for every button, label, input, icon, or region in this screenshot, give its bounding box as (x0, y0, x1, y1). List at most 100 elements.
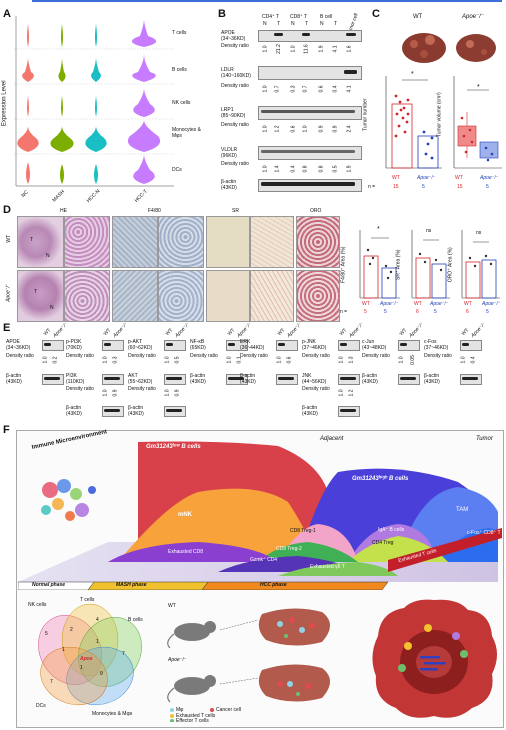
e-density-label: Density ratio (362, 353, 390, 359)
violin-plot (14, 16, 174, 187)
b-vldlr-r3: 0.8 (302, 165, 309, 173)
c-n-ko2: 5 (486, 184, 489, 190)
micro-he-ko-low (17, 270, 64, 322)
band (104, 409, 120, 412)
b-sub-5: T (334, 21, 338, 27)
e-density-label: Density ratio (302, 353, 330, 359)
e-ratio: 1.0 (226, 356, 233, 364)
f-adjacent: Adjacent (320, 436, 344, 442)
f-legend-0: Mφ (176, 707, 184, 713)
b-apoe-r0: 1.0 (262, 45, 269, 53)
e-density-label: Density ratio (6, 353, 34, 359)
venn-n1: 2 (70, 627, 73, 633)
b-sub-3: T (305, 21, 309, 27)
violin-b-hcct (132, 54, 156, 82)
e-actin-name: β-actin (6, 373, 22, 379)
venn-set-nk: NK cells (28, 602, 47, 608)
e-protein-kd: (43~48KD) (362, 345, 387, 351)
venn-n7: 7 (50, 679, 53, 685)
e-ratio: 1.0 (398, 356, 405, 364)
e-ratio: 0.4 (470, 356, 477, 364)
micro-he-wt-high (64, 216, 110, 268)
e-actin-kd: (43KD) (66, 411, 82, 417)
e-ratio: 0.2 (52, 356, 59, 364)
b-lrp1-ratio-label: Density ratio (221, 122, 249, 128)
e-ko-label: Apoe⁻/⁻ (348, 321, 366, 339)
e-wt-label: WT (102, 327, 113, 338)
b-lrp1-r3: 1.0 (302, 125, 309, 133)
b-apoe-r5: 4.1 (332, 45, 339, 53)
venn-n0: 5 (45, 631, 48, 637)
b-vldlr-blot (258, 146, 362, 160)
stream-label-gzmk: Gzmk⁺ CD4 (250, 557, 278, 563)
d-chart3-sig: ns (476, 230, 482, 236)
d-n-wt2: 6 (416, 309, 419, 315)
b-ldlr-r6: 4.1 (346, 85, 353, 93)
e-protein-name: p-PI3K (66, 339, 82, 345)
e-blot (226, 340, 248, 351)
venn-n5: 1 (62, 647, 65, 653)
e-ratio: 0.9 (174, 389, 181, 397)
e-wt-label: WT (276, 327, 287, 338)
e-ratio: 1.0 (338, 389, 345, 397)
band (44, 377, 60, 380)
box-ko (479, 141, 499, 159)
e-wt-label: WT (460, 327, 471, 338)
venn-n4: 7 (122, 651, 125, 657)
e-wt-label: WT (338, 327, 349, 338)
band (278, 377, 294, 380)
f-cancer-cell (372, 599, 497, 718)
d-letter-n2: N (50, 305, 54, 311)
stream-label-iga: IgA⁺ B cells (378, 527, 405, 533)
e-ko-label: Apoe⁻/⁻ (52, 321, 70, 339)
e-ratio: 1.0 (42, 356, 49, 364)
d-letter-n1: N (46, 253, 50, 259)
d-n-wt3: 6 (466, 309, 469, 315)
stream-label-gm-low: Gm31243ˡᵒʷ B cells (146, 444, 201, 450)
e-density-label: Density ratio (66, 353, 94, 359)
bar-ko (417, 135, 439, 169)
e-blot (276, 340, 298, 351)
micro-sr-ko-low (206, 270, 250, 322)
f-phase-normal: Normal phase (32, 582, 66, 588)
e-blot (398, 340, 420, 351)
phase-hcc (201, 581, 389, 590)
phase-normal (18, 581, 95, 590)
e-protein-kd: (55~62KD) (128, 379, 153, 385)
violin-t-hccn (95, 24, 97, 47)
violin-b-nc (22, 57, 34, 82)
box-wt (457, 125, 477, 147)
d-head-sr: SR (232, 208, 239, 214)
mouse-ko-icon (167, 675, 216, 703)
d-ko-2: Apoe⁻/⁻ (430, 301, 449, 307)
c2-wt: WT (455, 175, 463, 181)
e-protein-kd: (37~46KD) (424, 345, 449, 351)
e-protein-kd: (36~44KD) (240, 345, 265, 351)
stream-label-cd4treg: CD4 Treg (372, 540, 394, 546)
e-ko-label: Apoe⁻/⁻ (470, 321, 488, 339)
stream-label-cfos: c-Fos⁺ CD8⁺ T (467, 530, 501, 536)
d-row-ko: Apoe⁻/⁻ (5, 283, 12, 302)
e-protein-kd: (70KD) (66, 345, 82, 351)
b-vldlr-r0: 1.0 (262, 165, 269, 173)
b-actin-kd: (43KD) (221, 185, 237, 191)
violin-mo-nc (17, 126, 39, 152)
band (274, 33, 283, 36)
violin-dc-hcct (133, 154, 155, 184)
f-phase-hcc: HCC phase (260, 582, 287, 588)
stream-label-gm-high: Gm31243ʰⁱᵍʰ B cells (352, 476, 409, 482)
panel-d-label: D (3, 204, 11, 216)
b-vldlr-r2: 0.4 (290, 165, 297, 173)
f-legend-3: Effector T cells (176, 718, 209, 724)
b-sub-4: N (320, 21, 324, 27)
top-rule (32, 0, 502, 2)
e-ratio: 1.0 (102, 389, 109, 397)
stream-exh-cd8 (108, 542, 278, 562)
e-ratio: 0.9 (112, 389, 119, 397)
band (166, 409, 182, 412)
venn-set-mo: Monocytes & Mφs (92, 711, 133, 717)
micro-f480-wt-low (112, 216, 158, 268)
e-density-label: Density ratio (66, 386, 94, 392)
band (340, 377, 356, 380)
f-mouse-wt: WT (168, 603, 176, 609)
